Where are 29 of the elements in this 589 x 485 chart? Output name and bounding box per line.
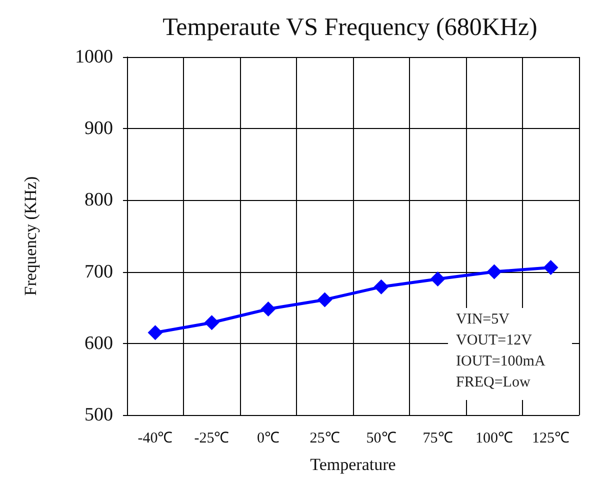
x-tick-label: 50℃ — [366, 430, 396, 446]
x-tick-label: -40℃ — [138, 430, 173, 446]
x-tick-label: 0℃ — [257, 430, 280, 446]
y-tick-label: 700 — [84, 261, 113, 282]
x-tick-label: 100℃ — [476, 430, 513, 446]
x-tick-label: 25℃ — [310, 430, 340, 446]
point — [148, 325, 163, 340]
point — [430, 271, 446, 286]
y-tick-label: 900 — [84, 118, 113, 140]
y-tick-label: 600 — [84, 332, 113, 354]
annotation: VIN=5V — [456, 312, 510, 328]
point — [374, 279, 389, 294]
point — [317, 292, 332, 308]
point — [204, 315, 220, 330]
x-axis-title: Temperature — [310, 455, 396, 474]
y-tick-label: 500 — [84, 404, 113, 426]
chart-title: Temperaute VS Frequency (680KHz) — [162, 14, 538, 41]
x-tick-label: -25℃ — [194, 430, 230, 446]
point — [486, 264, 502, 280]
annotation: FREQ=Low — [456, 374, 530, 390]
x-tick-label: 125℃ — [532, 430, 570, 446]
point — [543, 260, 558, 276]
x-tick-label: 75℃ — [422, 430, 453, 446]
point — [260, 302, 276, 317]
y-axis-title: Frequency (KHz) — [21, 176, 40, 296]
annotation: IOUT=100mA — [456, 354, 546, 370]
y-tick-label: 800 — [84, 190, 113, 211]
y-tick-label: 1000 — [75, 46, 113, 68]
annotation: VOUT=12V — [456, 332, 532, 348]
